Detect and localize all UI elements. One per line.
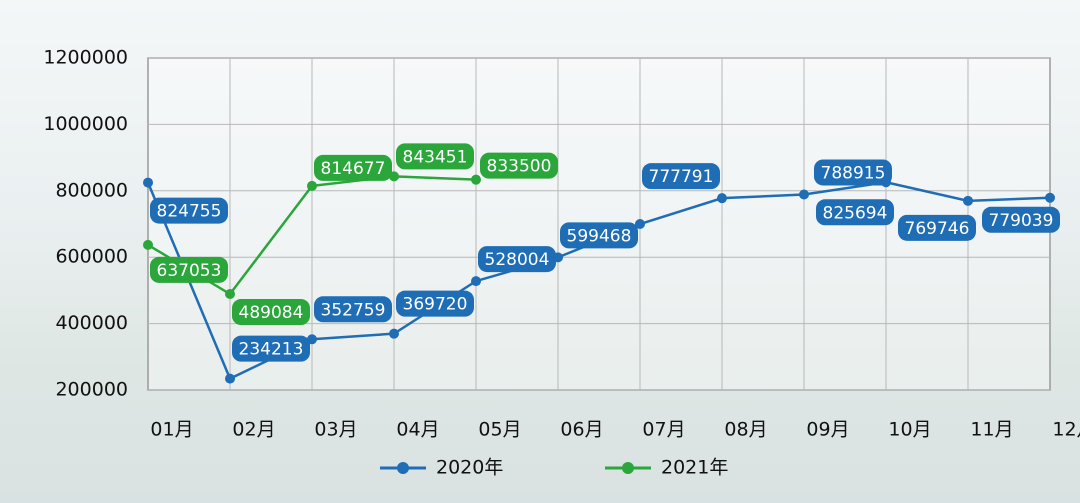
x-tick-label: 08月 [724, 419, 767, 441]
point [717, 193, 727, 204]
x-tick-label: 07月 [642, 419, 685, 441]
label-box [314, 154, 392, 181]
y-tick-label: 1200000 [43, 47, 128, 69]
data-label: 352759 [321, 300, 386, 320]
data-label: 528004 [485, 250, 550, 270]
point [799, 189, 809, 200]
y-tick-label: 600000 [55, 246, 128, 268]
x-tick-label: 04月 [396, 419, 439, 441]
data-label: 777791 [649, 167, 714, 187]
label-box [816, 199, 894, 226]
label-box [150, 197, 228, 224]
point [471, 174, 481, 185]
label-box [642, 163, 720, 190]
point [389, 328, 399, 339]
y-tick-label: 400000 [55, 312, 128, 334]
point [963, 195, 973, 206]
x-tick-label: 03月 [314, 419, 357, 441]
point [143, 239, 153, 250]
data-label: 637053 [157, 261, 222, 281]
label-box [560, 222, 638, 249]
x-tick-label: 12月 [1052, 419, 1080, 441]
data-label: 833500 [487, 157, 552, 177]
data-label: 234213 [239, 340, 304, 360]
x-tick-label: 02月 [232, 419, 275, 441]
point [389, 171, 399, 182]
label-box [232, 335, 310, 362]
legend-marker [622, 462, 634, 474]
point [307, 180, 317, 191]
label-box [814, 159, 892, 186]
label-box [396, 143, 474, 170]
data-label: 369720 [403, 295, 468, 315]
label-box [982, 206, 1060, 233]
point [307, 334, 317, 345]
label-box [232, 299, 310, 326]
data-label: 788915 [821, 163, 886, 183]
data-label: 769746 [905, 219, 970, 239]
legend-marker [397, 462, 409, 474]
y-tick-label: 800000 [55, 179, 128, 201]
data-label: 599468 [567, 226, 632, 246]
data-label: 825694 [823, 203, 888, 223]
y-tick-label: 200000 [55, 379, 128, 401]
data-label: 779039 [989, 211, 1054, 231]
point [225, 373, 235, 384]
x-tick-label: 06月 [560, 419, 603, 441]
label-box [478, 246, 556, 273]
point [635, 219, 645, 229]
point [881, 177, 891, 188]
label-box [314, 296, 392, 323]
legend-label: 2021年 [661, 457, 728, 479]
label-box [396, 290, 474, 317]
x-tick-label: 01月 [150, 419, 193, 441]
x-tick-label: 05月 [478, 419, 521, 441]
data-label: 843451 [403, 147, 468, 167]
y-tick-label: 1000000 [43, 113, 128, 135]
x-tick-label: 09月 [806, 419, 849, 441]
x-tick-label: 10月 [888, 419, 931, 441]
label-box [480, 152, 558, 179]
label-box [898, 214, 976, 241]
label-box [150, 256, 228, 283]
point [143, 177, 153, 188]
x-tick-label: 11月 [970, 419, 1013, 441]
point [553, 252, 563, 263]
data-label: 824755 [157, 202, 222, 222]
legend-label: 2020年 [436, 457, 503, 479]
point [471, 276, 481, 287]
data-label: 814677 [321, 159, 386, 179]
data-label: 489084 [239, 303, 304, 323]
point [225, 289, 235, 300]
point [1045, 192, 1055, 203]
